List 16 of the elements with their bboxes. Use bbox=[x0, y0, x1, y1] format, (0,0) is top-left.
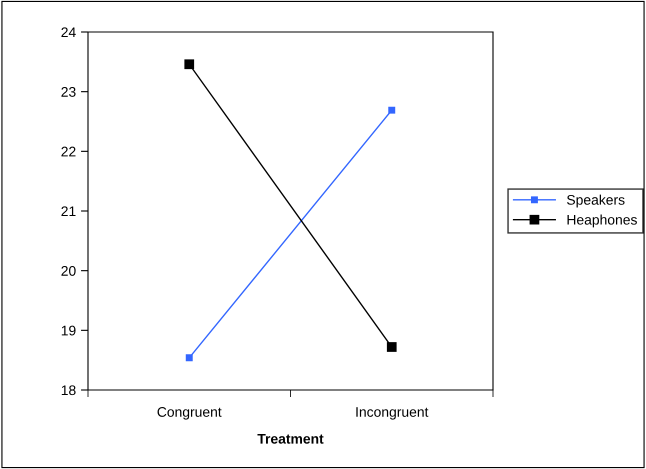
legend-label: Heaphones bbox=[568, 214, 637, 228]
x-tick-label: Congruent bbox=[158, 407, 222, 420]
point bbox=[186, 354, 193, 362]
y-tick-label: 22 bbox=[61, 146, 76, 156]
y-tick-label: 23 bbox=[61, 87, 76, 97]
point bbox=[388, 106, 396, 114]
y-tick-label: 18 bbox=[62, 385, 76, 396]
y-tick-label: 19 bbox=[62, 326, 76, 336]
y-tick-label: 20 bbox=[61, 266, 76, 276]
point bbox=[386, 342, 397, 352]
x-tick-label: Incongruent bbox=[356, 407, 428, 420]
x-axis-title: Treatment bbox=[257, 434, 324, 444]
legend-label: Speakers bbox=[567, 194, 625, 208]
y-tick-label: 21 bbox=[61, 206, 76, 216]
y-tick-label: 24 bbox=[61, 27, 76, 38]
point bbox=[184, 59, 194, 70]
